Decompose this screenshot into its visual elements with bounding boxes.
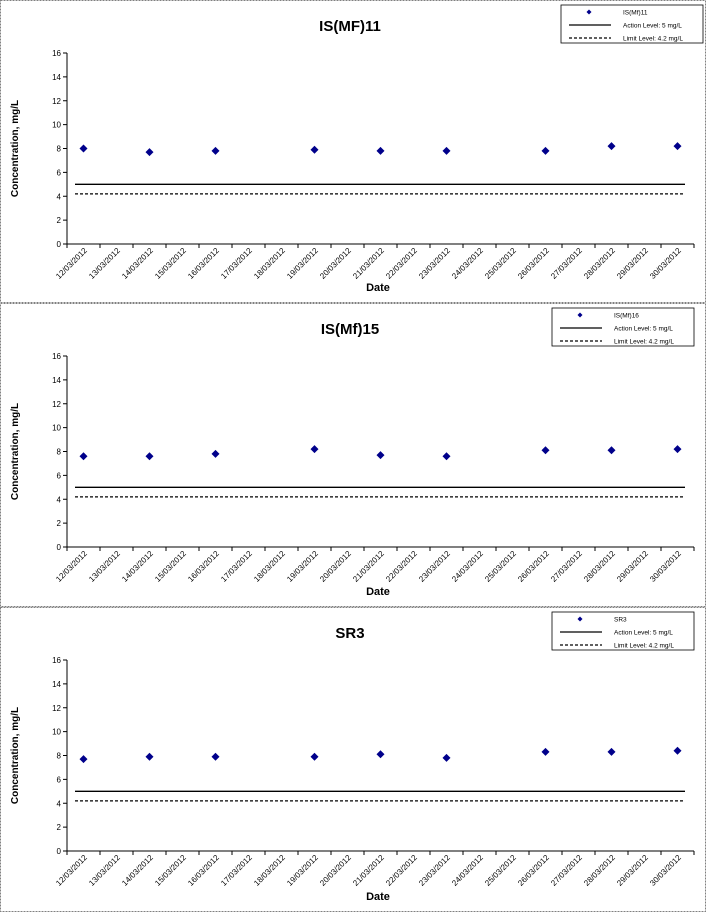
- data-point: [607, 142, 616, 151]
- x-axis-title: Date: [366, 586, 390, 598]
- y-tick-label: 0: [57, 240, 62, 249]
- legend-label: SR3: [614, 617, 627, 624]
- y-tick-label: 16: [52, 49, 61, 58]
- legend-marker: [586, 9, 592, 15]
- chart-frame: [0, 303, 706, 607]
- y-tick-label: 12: [52, 97, 61, 106]
- y-tick-label: 0: [57, 543, 62, 552]
- y-tick-label: 4: [57, 495, 62, 504]
- y-axis-title: Concentration, mg/L: [10, 100, 21, 197]
- y-tick-label: 6: [57, 471, 62, 480]
- data-point: [211, 752, 220, 761]
- data-point: [310, 145, 319, 154]
- legend-label: Action Level: 5 mg/L: [614, 630, 673, 637]
- y-tick-label: 8: [57, 448, 62, 457]
- chart-title: IS(Mf)15: [321, 321, 379, 338]
- data-point: [145, 752, 154, 761]
- legend-label: Action Level: 5 mg/L: [614, 326, 673, 333]
- y-tick-label: 0: [57, 847, 62, 856]
- data-point: [145, 452, 154, 461]
- data-point: [211, 449, 220, 458]
- y-tick-label: 14: [52, 376, 61, 385]
- y-tick-label: 16: [52, 352, 61, 361]
- chart-panel-3: SR3024681012141612/03/201213/03/201214/0…: [0, 607, 706, 912]
- chart-title: IS(MF)11: [319, 18, 381, 35]
- legend-box: [551, 307, 695, 347]
- y-tick-label: 6: [57, 775, 62, 784]
- chart-frame: [0, 607, 706, 912]
- data-point: [79, 144, 88, 153]
- data-point: [79, 452, 88, 461]
- legend-box: [560, 4, 704, 44]
- y-tick-label: 2: [57, 823, 62, 832]
- legend-label: Limit Level: 4.2 mg/L: [614, 643, 674, 650]
- y-axis-title: Concentration, mg/L: [10, 403, 21, 500]
- legend-box: [551, 611, 695, 651]
- data-point: [442, 146, 451, 155]
- data-point: [607, 446, 616, 455]
- x-axis-title: Date: [366, 891, 390, 903]
- chart-panel-1: IS(MF)11024681012141612/03/201213/03/201…: [0, 0, 706, 303]
- y-tick-label: 4: [57, 192, 62, 201]
- y-tick-label: 4: [57, 799, 62, 808]
- chart-frame: [0, 0, 706, 303]
- data-point: [673, 445, 682, 454]
- y-tick-label: 8: [57, 752, 62, 761]
- data-point: [79, 755, 88, 764]
- data-point: [541, 146, 550, 155]
- y-tick-label: 2: [57, 216, 62, 225]
- y-axis-title: Concentration, mg/L: [10, 707, 21, 804]
- legend-label: IS(Mf)11: [623, 10, 648, 17]
- data-point: [376, 146, 385, 155]
- y-tick-label: 8: [57, 145, 62, 154]
- data-point: [310, 752, 319, 761]
- y-tick-label: 10: [52, 121, 61, 130]
- data-point: [541, 747, 550, 756]
- y-tick-label: 12: [52, 400, 61, 409]
- y-tick-label: 16: [52, 656, 61, 665]
- chart-panel-2: IS(Mf)15024681012141612/03/201213/03/201…: [0, 303, 706, 607]
- legend-label: Limit Level: 4.2 mg/L: [614, 339, 674, 346]
- data-point: [673, 746, 682, 755]
- data-point: [541, 446, 550, 455]
- data-point: [607, 747, 616, 756]
- y-tick-label: 14: [52, 680, 61, 689]
- y-tick-label: 2: [57, 519, 62, 528]
- data-point: [211, 146, 220, 155]
- legend-label: Action Level: 5 mg/L: [623, 23, 682, 30]
- data-point: [442, 753, 451, 762]
- y-tick-label: 6: [57, 168, 62, 177]
- data-point: [376, 451, 385, 460]
- data-point: [145, 148, 154, 157]
- legend-marker: [577, 616, 583, 622]
- data-point: [310, 445, 319, 454]
- legend-label: IS(Mf)16: [614, 313, 639, 320]
- y-tick-label: 10: [52, 728, 61, 737]
- data-point: [376, 750, 385, 759]
- y-tick-label: 10: [52, 424, 61, 433]
- y-tick-label: 12: [52, 704, 61, 713]
- data-point: [442, 452, 451, 461]
- legend-marker: [577, 312, 583, 318]
- y-tick-label: 14: [52, 73, 61, 82]
- chart-title: SR3: [335, 625, 364, 642]
- x-axis-title: Date: [366, 282, 390, 294]
- legend-label: Limit Level: 4.2 mg/L: [623, 36, 683, 43]
- data-point: [673, 142, 682, 151]
